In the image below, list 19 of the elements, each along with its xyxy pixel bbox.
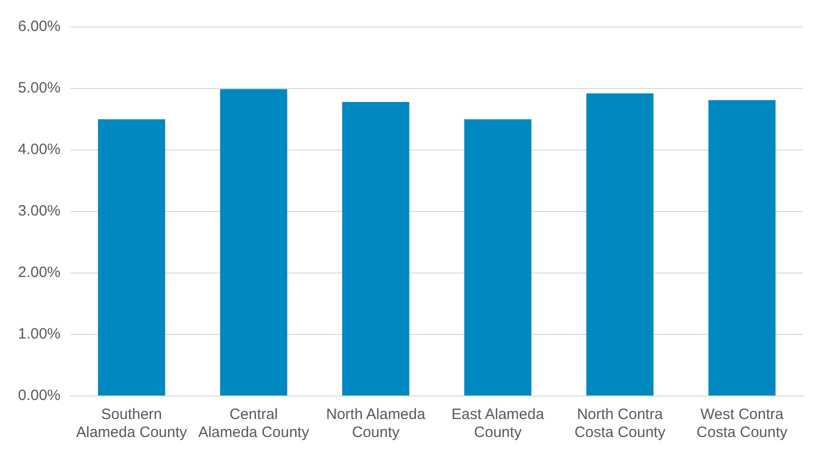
y-tick-label: 1.00% xyxy=(18,326,61,343)
bar xyxy=(708,100,776,396)
bar xyxy=(220,89,288,396)
x-tick-label: West Contra Costa County xyxy=(696,406,788,442)
bar xyxy=(586,93,654,396)
y-tick-label: 4.00% xyxy=(18,141,61,158)
bar xyxy=(98,119,166,396)
x-tick-label: North Contra Costa County xyxy=(574,406,666,442)
y-tick-label: 3.00% xyxy=(18,202,61,220)
y-tick-label: 6.00% xyxy=(18,18,61,36)
x-tick-label: Central Alameda County xyxy=(198,406,310,442)
x-tick-label: North Alameda County xyxy=(326,406,426,442)
bar xyxy=(464,119,532,396)
x-tick-label: East Alameda County xyxy=(452,406,545,442)
y-tick-label: 5.00% xyxy=(18,80,61,97)
x-tick-label: Southern Alameda County xyxy=(76,406,188,442)
y-tick-label: 2.00% xyxy=(18,264,61,282)
bar xyxy=(342,102,410,396)
y-tick-label: 0.00% xyxy=(18,387,61,404)
